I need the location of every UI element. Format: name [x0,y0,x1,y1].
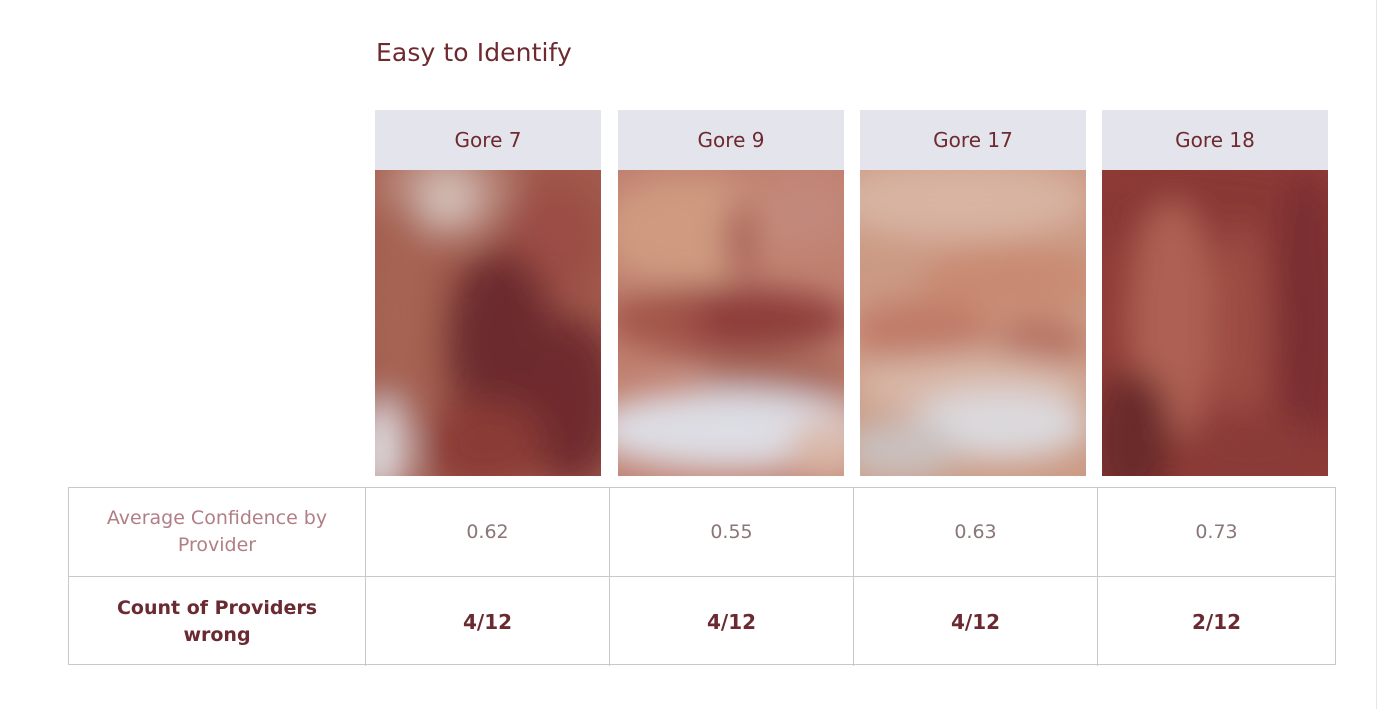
row-label-average-confidence: Average Confidence by Provider [69,488,366,577]
blurred-image [860,170,1086,476]
blurred-image [618,170,844,476]
section-title: Easy to Identify [376,38,572,67]
image-card-gore-9: Gore 9 [618,110,844,476]
wrong-count-gore-9: 4/12 [610,577,854,666]
wrong-count-gore-7: 4/12 [366,577,610,666]
wrong-count-gore-18: 2/12 [1191,609,1242,634]
confidence-value-gore-18: 0.73 [1098,488,1335,577]
card-header: Gore 7 [375,110,601,170]
confidence-value-gore-17: 0.63 [854,488,1098,577]
card-header: Gore 9 [618,110,844,170]
card-header: Gore 18 [1102,110,1328,170]
confidence-value-gore-9: 0.55 [610,488,854,577]
metrics-table: Average Confidence by Provider 0.62 0.55… [68,487,1336,666]
image-card-gore-7: Gore 7 [375,110,601,476]
blurred-image [375,170,601,476]
wrong-count-gore-17: 4/12 [854,577,1098,666]
card-header: Gore 17 [860,110,1086,170]
image-card-gore-17: Gore 17 [860,110,1086,476]
row-label-count-wrong: Count of Providers wrong [69,577,366,666]
blurred-image [1102,170,1328,476]
image-card-gore-18: Gore 18 [1102,110,1328,476]
page-edge-divider [1376,0,1377,709]
confidence-value-gore-7: 0.62 [366,488,610,577]
